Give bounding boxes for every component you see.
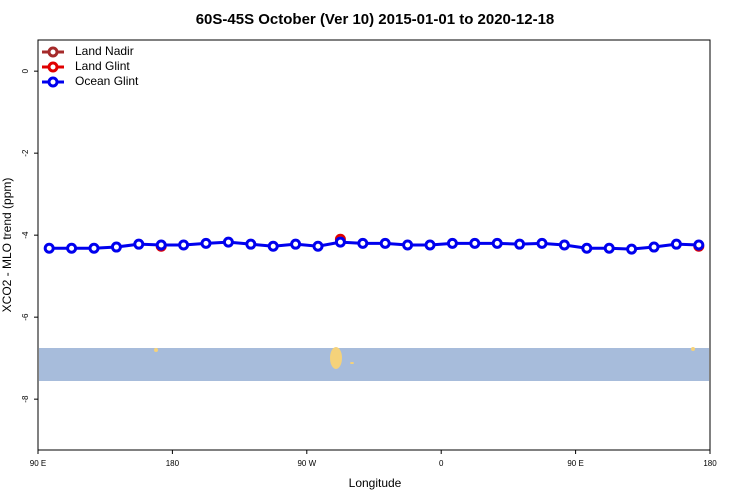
data-point	[155, 239, 167, 251]
data-point	[133, 238, 145, 250]
data-point	[334, 236, 346, 248]
data-point	[312, 240, 324, 252]
data-point	[603, 242, 615, 254]
y-tick-label: -8	[21, 395, 30, 403]
x-tick-label: 90 W	[297, 459, 316, 468]
y-tick-label: -6	[21, 313, 30, 321]
data-point	[245, 238, 257, 250]
map-land	[691, 347, 695, 351]
x-tick-label: 90 E	[567, 459, 583, 468]
legend-marker	[47, 46, 59, 58]
map-inset	[39, 347, 709, 381]
x-tick-label: 180	[703, 459, 717, 468]
data-point	[43, 242, 55, 254]
data-point	[424, 239, 436, 251]
data-point	[290, 238, 302, 250]
data-point	[222, 236, 234, 248]
x-tick-label: 90 E	[30, 459, 46, 468]
legend-label: Ocean Glint	[75, 74, 139, 88]
data-point	[581, 242, 593, 254]
data-point	[469, 237, 481, 249]
data-point	[66, 242, 78, 254]
legend-label: Land Glint	[75, 59, 130, 73]
data-point	[110, 241, 122, 253]
y-axis-label: XCO2 - MLO trend (ppm)	[0, 178, 14, 313]
plot-frame	[37, 39, 711, 451]
legend-marker	[47, 76, 59, 88]
legend-label: Land Nadir	[75, 44, 134, 58]
data-point	[491, 237, 503, 249]
map-ocean	[39, 348, 709, 381]
chart-title: 60S-45S October (Ver 10) 2015-01-01 to 2…	[196, 11, 555, 28]
data-point	[88, 242, 100, 254]
data-point	[536, 237, 548, 249]
data-point	[693, 239, 705, 251]
y-tick-label: 0	[21, 68, 30, 73]
x-tick-label: 180	[166, 459, 180, 468]
y-tick-label: -4	[21, 231, 30, 239]
y-tick-label: -2	[21, 149, 30, 157]
data-point	[267, 240, 279, 252]
data-point	[402, 239, 414, 251]
map-land	[154, 348, 158, 352]
data-point	[446, 237, 458, 249]
data-point	[558, 239, 570, 251]
data-point	[200, 237, 212, 249]
x-axis-label: Longitude	[349, 476, 402, 490]
map-land	[350, 362, 354, 364]
data-point	[514, 238, 526, 250]
data-point	[670, 238, 682, 250]
series-line	[49, 240, 699, 251]
data-point	[357, 237, 369, 249]
map-land	[330, 347, 342, 369]
data-point	[648, 241, 660, 253]
data-point	[178, 239, 190, 251]
x-tick-label: 0	[439, 459, 444, 468]
legend-marker	[47, 61, 59, 73]
data-point	[379, 237, 391, 249]
data-point	[626, 243, 638, 255]
